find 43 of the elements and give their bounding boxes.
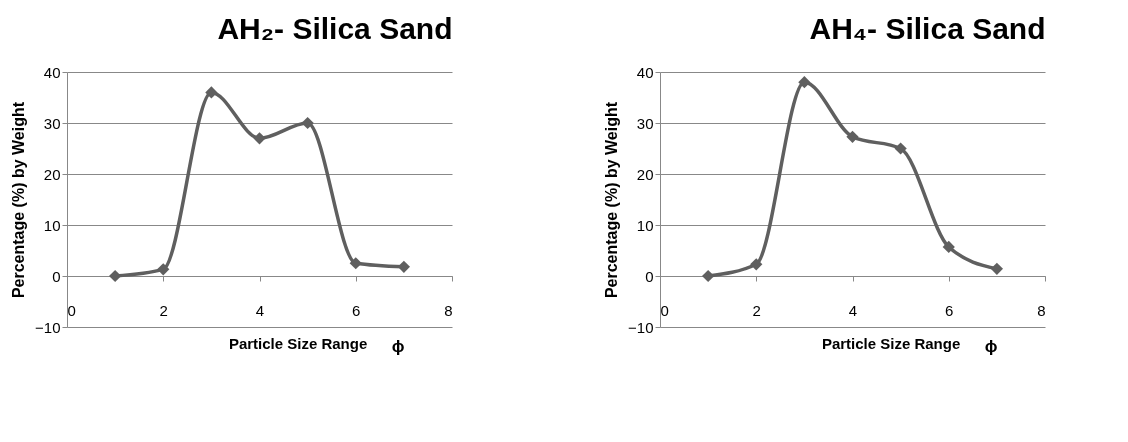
y-axis-title: Percentage (%) by Weight [603,101,621,299]
point [157,263,170,276]
point [702,269,715,283]
x-tick-label: 2 [752,301,761,319]
point [205,86,218,99]
x-tick-label: 8 [1037,301,1046,319]
y-tick-label: 10 [636,216,654,234]
chart-title: AH₄- Silica Sand [809,12,1046,45]
x-tick-label: 8 [444,301,453,319]
y-tick-label: 40 [636,63,654,81]
y-tick-label: −10 [35,318,61,336]
chart-title: AH₂- Silica Sand [217,12,453,45]
y-tick-label: 0 [645,267,654,285]
x-tick-label: 6 [945,301,954,319]
y-tick-label: 10 [43,216,61,234]
x-axis-title: Particle Size Range [228,335,368,352]
point [798,76,811,89]
x-tick-label: 6 [352,301,361,319]
point [942,240,955,254]
point [990,262,1003,275]
x-tick-label: 0 [67,301,76,319]
y-tick-label: 40 [43,63,61,81]
point [846,130,859,143]
point [301,116,314,130]
y-axis-title: Percentage (%) by Weight [10,101,28,299]
y-tick-label: −10 [628,318,654,336]
x-tick-label: 4 [848,301,858,319]
x-tick-label: 0 [660,301,669,319]
x-axis-title: Particle Size Range [821,335,961,352]
text: ϕ [391,337,405,356]
y-tick-label: 20 [636,165,654,183]
point [109,269,122,283]
point [253,132,266,145]
y-tick-label: 0 [52,267,61,285]
text: ϕ [984,337,998,356]
x-tick-label: 4 [255,301,265,319]
point [750,258,763,271]
point [894,142,907,155]
y-tick-label: 30 [636,114,654,132]
point [349,257,362,270]
y-tick-label: 30 [43,114,61,132]
y-tick-label: 20 [43,165,61,183]
x-tick-label: 2 [159,301,168,319]
